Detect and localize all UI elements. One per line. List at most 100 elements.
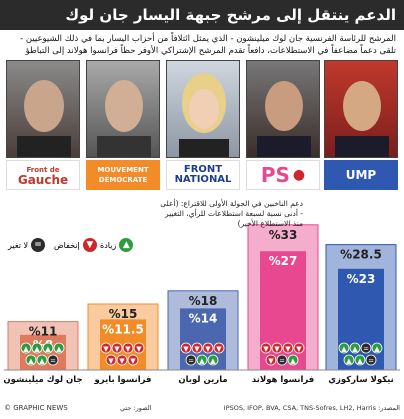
label-high-lepen: %18: [189, 294, 218, 308]
change-glyph: ▼: [205, 345, 211, 353]
change-down-icon: [111, 342, 123, 354]
change-up-icon: [42, 342, 54, 354]
footer-credit: © GRAPHIC NEWS: [4, 404, 68, 412]
change-up-icon: [31, 342, 43, 354]
logo-ump: UMP: [324, 160, 398, 190]
change-glyph: ▼: [268, 357, 274, 365]
legend-decrease-label: إنخفاض: [54, 240, 80, 250]
change-down-icon: [116, 354, 128, 366]
label-low-sarkozy: %23: [347, 272, 376, 286]
logo-modem: MOUVEMENT DÉMOCRATE: [86, 160, 160, 190]
change-down-icon: [133, 342, 145, 354]
logo-modem-line2: DÉMOCRATE: [98, 176, 148, 184]
portrait-lepen: [166, 60, 240, 158]
change-down-icon: [191, 342, 203, 354]
footer-source: المصدر: IPSOS, IFOP, BVA, CSA, TNS-Sofre…: [223, 404, 400, 412]
nochange-icon: =: [31, 238, 46, 252]
melenchon-photo: [17, 80, 71, 157]
change-nochange-icon: [276, 354, 288, 366]
change-glyph: =: [188, 357, 194, 365]
change-glyph: ▼: [216, 345, 222, 353]
change-up-icon: [338, 342, 350, 354]
change-glyph: ▼: [114, 345, 120, 353]
change-glyph: ▼: [183, 345, 189, 353]
change-glyph: ▲: [45, 345, 51, 353]
change-glyph: ▲: [352, 345, 358, 353]
change-glyph: ▲: [23, 345, 29, 353]
change-nochange-icon: [47, 354, 59, 366]
portrait-bayrou: [86, 60, 160, 158]
logo-ps: PS ●: [246, 160, 320, 190]
logo-front-de-gauche: Front de Gauche: [6, 160, 80, 190]
change-glyph: ▲: [56, 345, 62, 353]
legend: ▲ زيادة ▼ إنخفاض = لا تغير: [8, 198, 168, 258]
portrait-melenchon: [6, 60, 80, 158]
change-glyph: ▲: [28, 357, 34, 365]
logo-fn-line2: NATIONAL: [174, 174, 232, 185]
change-glyph: ▲: [210, 357, 216, 365]
change-down-icon: [127, 354, 139, 366]
increase-arrow-icon: ▲: [119, 238, 134, 252]
change-glyph: ▲: [290, 357, 296, 365]
category-label-sarkozy: نيكولا ساركوزي: [328, 375, 394, 385]
change-up-icon: [349, 342, 361, 354]
label-high-bayrou: %15: [109, 307, 138, 321]
category-label-hollande: فرانسوا هولاند: [252, 375, 314, 385]
change-glyph: =: [279, 357, 285, 365]
change-glyph: ▼: [119, 357, 125, 365]
change-down-icon: [180, 342, 192, 354]
category-label-lepen: مارين لوبان: [178, 375, 227, 385]
change-up-icon: [20, 342, 32, 354]
label-high-sarkozy: %28.5: [340, 248, 382, 262]
change-glyph: ▲: [199, 357, 205, 365]
change-down-icon: [265, 354, 277, 366]
sarkozy-photo: [335, 81, 389, 157]
decrease-arrow-icon: ▼: [82, 238, 97, 252]
logo-fdg-line1: Front de: [26, 166, 60, 174]
candidate-portraits: Front de Gauche MOUVEMENT DÉMOCRATE FRON…: [6, 60, 398, 192]
poll-chart: %11%8▲ ▲ ▲ ▲▲ ▲ =جان لوك ميلينشون%15%11.5▼ ▼ ▼ ▼…: [3, 224, 400, 385]
lepen-photo: [179, 73, 229, 157]
logo-fn-line1: FRONT: [183, 164, 223, 175]
change-down-icon: [213, 342, 225, 354]
change-glyph: ▼: [136, 345, 142, 353]
change-glyph: ▼: [296, 345, 302, 353]
bayrou-photo: [97, 80, 151, 157]
portrait-hollande: [246, 60, 320, 158]
change-up-icon: [36, 354, 48, 366]
label-low-lepen: %14: [189, 311, 218, 325]
label-low-hollande: %27: [269, 254, 298, 268]
change-up-icon: [25, 354, 37, 366]
change-glyph: ▼: [285, 345, 291, 353]
change-glyph: ▼: [108, 357, 114, 365]
change-up-icon: [343, 354, 355, 366]
change-glyph: ▲: [39, 357, 45, 365]
change-up-icon: [207, 354, 219, 366]
change-glyph: ▲: [357, 357, 363, 365]
change-up-icon: [287, 354, 299, 366]
footer-photos: الصور: جتي: [120, 404, 152, 412]
change-up-icon: [371, 342, 383, 354]
legend-increase-label: زيادة: [100, 240, 117, 250]
label-high-hollande: %33: [269, 228, 298, 242]
logo-ps-text: PS: [260, 163, 290, 187]
change-nochange-icon: [360, 342, 372, 354]
change-glyph: ▲: [341, 345, 347, 353]
logo-front-national: FRONT NATIONAL: [166, 160, 240, 190]
change-glyph: ▲: [34, 345, 40, 353]
change-down-icon: [122, 342, 134, 354]
change-glyph: ▼: [103, 345, 109, 353]
change-up-icon: [354, 354, 366, 366]
legend-increase: ▲ زيادة: [100, 238, 134, 252]
change-nochange-icon: [365, 354, 377, 366]
category-label-bayrou: فرانسوا بايرو: [94, 375, 152, 385]
label-low-bayrou: %11.5: [102, 322, 144, 336]
change-down-icon: [100, 342, 112, 354]
logo-modem-line1: MOUVEMENT: [97, 166, 149, 174]
intro-text: المرشح للرئاسة الفرنسية جان لوك ميلينشون…: [20, 34, 396, 56]
logo-fdg-line2: Gauche: [17, 173, 69, 187]
change-glyph: ▼: [194, 345, 200, 353]
legend-decrease: ▼ إنخفاض: [54, 238, 97, 252]
change-glyph: ▼: [125, 345, 131, 353]
legend-nochange-label: لا تغير: [8, 240, 29, 250]
